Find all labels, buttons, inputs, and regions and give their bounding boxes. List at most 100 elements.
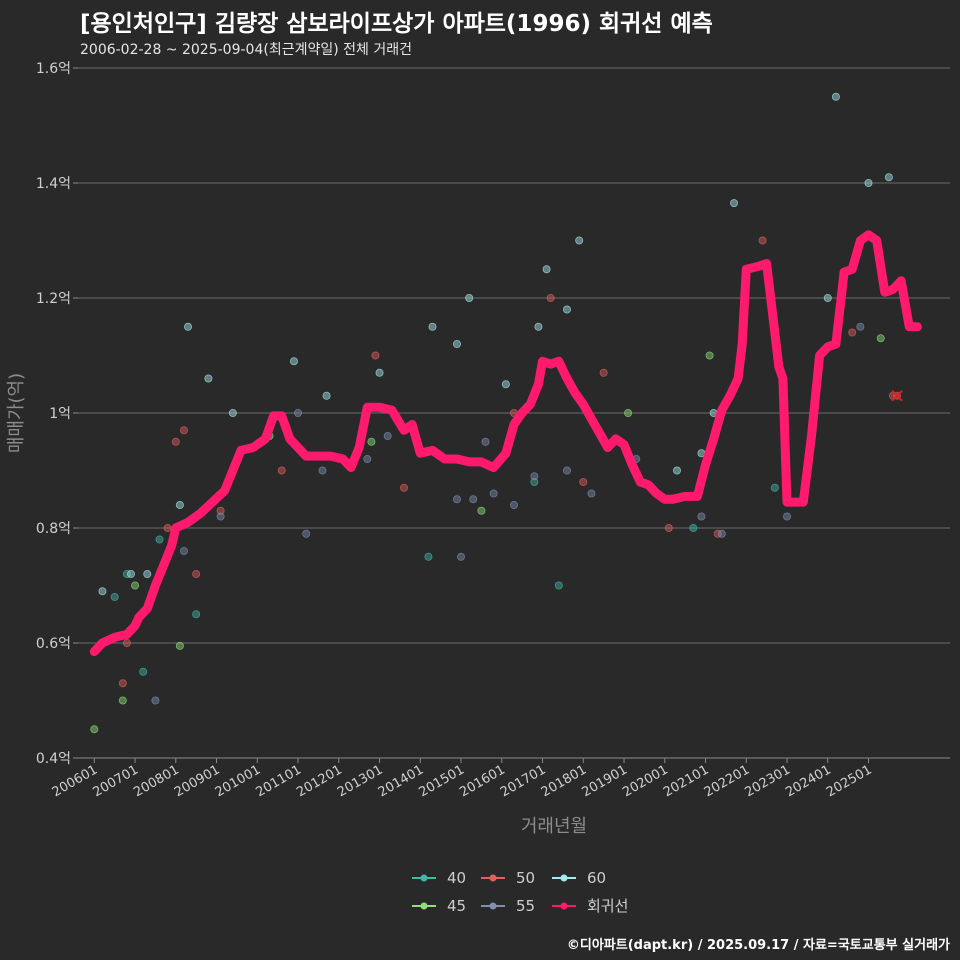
x-tick-label: 200601 <box>50 762 100 800</box>
x-tick-label: 201201 <box>294 762 344 800</box>
data-point-45 <box>705 351 714 360</box>
data-point-40 <box>554 581 563 590</box>
data-point-45 <box>131 581 140 590</box>
data-point-50 <box>599 368 608 377</box>
x-tick-label: 201901 <box>580 762 630 800</box>
x-tick-label: 200801 <box>131 762 181 800</box>
legend-swatch-dot <box>420 874 428 882</box>
data-point-55 <box>452 495 461 504</box>
data-point-45 <box>876 334 885 343</box>
x-axis-title: 거래년월 <box>521 816 587 837</box>
x-tick-label: 201401 <box>376 762 426 800</box>
chart-subtitle: 2006-02-28 ~ 2025-09-04(최근계약일) 전체 거래건 <box>80 42 412 58</box>
x-tick-label: 201501 <box>417 762 467 800</box>
chart-title: [용인처인구] 김량장 삼보라이프상가 아파트(1996) 회귀선 예측 <box>80 11 713 37</box>
data-point-55 <box>489 489 498 498</box>
data-point-55 <box>469 495 478 504</box>
data-point-60 <box>501 380 510 389</box>
data-point-55 <box>697 512 706 521</box>
x-tick-label: 202301 <box>743 762 793 800</box>
data-point-50 <box>192 570 201 579</box>
data-point-60 <box>465 293 474 302</box>
data-point-50 <box>216 506 225 515</box>
data-point-60 <box>534 322 543 331</box>
y-tick-label: 0.8억 <box>36 521 71 537</box>
data-point-60 <box>884 173 893 182</box>
data-point-45 <box>624 408 633 417</box>
legend-swatch-dot <box>560 874 568 882</box>
data-point-50 <box>399 483 408 492</box>
data-point-55 <box>509 500 518 509</box>
data-point-50 <box>664 524 673 533</box>
data-point-55 <box>562 466 571 475</box>
data-point-55 <box>302 529 311 538</box>
data-point-55 <box>216 512 225 521</box>
data-point-40 <box>770 483 779 492</box>
data-point-50 <box>163 524 172 533</box>
y-tick-label: 0.6억 <box>36 636 71 652</box>
data-point-50 <box>579 477 588 486</box>
data-point-55 <box>363 454 372 463</box>
data-point-50 <box>371 351 380 360</box>
legend-label: 60 <box>587 869 606 887</box>
data-point-55 <box>717 529 726 538</box>
data-point-60 <box>322 391 331 400</box>
data-point-40 <box>424 552 433 561</box>
data-point-55 <box>383 431 392 440</box>
y-tick-label: 1억 <box>49 406 71 422</box>
data-point-40 <box>192 610 201 619</box>
x-tick-label: 202201 <box>702 762 752 800</box>
data-point-50 <box>122 639 131 648</box>
data-point-55 <box>481 437 490 446</box>
data-point-60 <box>289 357 298 366</box>
x-tick-label: 201001 <box>213 762 263 800</box>
data-point-50 <box>277 466 286 475</box>
legend-label: 50 <box>516 869 535 887</box>
data-point-55 <box>294 408 303 417</box>
legend-swatch-dot <box>489 902 497 910</box>
latest-trade-x-marker <box>891 390 903 402</box>
x-tick-label: 202101 <box>661 762 711 800</box>
data-point-40 <box>139 667 148 676</box>
y-tick-label: 1.6억 <box>36 61 71 77</box>
legend-swatch-dot <box>560 902 568 910</box>
data-point-50 <box>713 529 722 538</box>
x-tick-label: 202401 <box>783 762 833 800</box>
data-point-60 <box>575 236 584 245</box>
data-point-60 <box>831 92 840 101</box>
legend-swatch-dot <box>420 902 428 910</box>
legend-label: 40 <box>447 869 466 887</box>
data-point-40 <box>689 524 698 533</box>
data-point-60 <box>175 500 184 509</box>
data-point-40 <box>110 593 119 602</box>
data-point-60 <box>452 339 461 348</box>
data-point-45 <box>367 437 376 446</box>
data-point-55 <box>179 547 188 556</box>
regression-line <box>89 230 922 657</box>
data-point-55 <box>457 552 466 561</box>
y-axis-title: 매매가(억) <box>6 373 27 453</box>
x-tick-label: 201101 <box>254 762 304 800</box>
data-point-45 <box>175 641 184 650</box>
data-point-55 <box>856 322 865 331</box>
legend-label: 45 <box>447 897 466 915</box>
x-tick-label: 201701 <box>498 762 548 800</box>
data-point-45 <box>118 696 127 705</box>
x-tick-label: 201601 <box>457 762 507 800</box>
data-point-60 <box>823 293 832 302</box>
data-point-60 <box>730 199 739 208</box>
data-point-55 <box>587 489 596 498</box>
data-point-50 <box>118 679 127 688</box>
data-point-40 <box>122 570 131 579</box>
data-point-60 <box>204 374 213 383</box>
y-tick-label: 1.4억 <box>36 176 71 192</box>
legend-swatch-dot <box>489 874 497 882</box>
data-point-60 <box>98 587 107 596</box>
data-point-60 <box>184 322 193 331</box>
data-point-40 <box>155 535 164 544</box>
data-point-45 <box>90 725 99 734</box>
legend-label: 회귀선 <box>587 897 628 915</box>
data-point-60 <box>428 322 437 331</box>
data-point-60 <box>672 466 681 475</box>
